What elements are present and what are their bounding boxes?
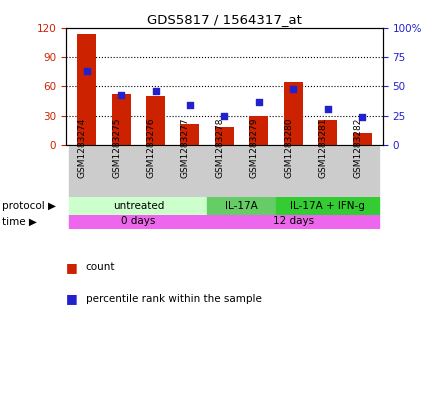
Text: 12 days: 12 days xyxy=(273,217,314,226)
Bar xyxy=(207,145,242,197)
Text: untreated: untreated xyxy=(113,201,164,211)
Text: count: count xyxy=(86,262,115,272)
Bar xyxy=(180,124,199,145)
Bar xyxy=(104,145,138,197)
Bar xyxy=(249,116,268,145)
Bar xyxy=(146,96,165,145)
Point xyxy=(117,92,125,98)
Text: percentile rank within the sample: percentile rank within the sample xyxy=(86,294,262,304)
Point xyxy=(290,86,297,92)
Text: IL-17A + IFN-g: IL-17A + IFN-g xyxy=(290,201,365,211)
Point xyxy=(255,99,262,105)
Bar xyxy=(284,81,303,145)
Bar xyxy=(345,145,379,197)
Point xyxy=(221,113,228,119)
Text: IL-17A: IL-17A xyxy=(225,201,258,211)
Text: GSM1283278: GSM1283278 xyxy=(216,118,224,178)
Bar xyxy=(311,145,345,197)
Title: GDS5817 / 1564317_at: GDS5817 / 1564317_at xyxy=(147,13,302,26)
Bar xyxy=(70,145,104,197)
Bar xyxy=(353,132,372,145)
Text: GSM1283282: GSM1283282 xyxy=(353,118,362,178)
Text: GSM1283274: GSM1283274 xyxy=(78,118,87,178)
Bar xyxy=(215,127,234,145)
Text: GSM1283280: GSM1283280 xyxy=(284,118,293,178)
Bar xyxy=(112,94,131,145)
Text: ■: ■ xyxy=(66,292,78,305)
Text: GSM1283279: GSM1283279 xyxy=(250,118,259,178)
Text: GSM1283275: GSM1283275 xyxy=(112,118,121,178)
Point xyxy=(152,88,159,94)
Text: protocol ▶: protocol ▶ xyxy=(2,201,56,211)
Bar xyxy=(173,145,207,197)
Point xyxy=(187,102,194,108)
Bar xyxy=(77,34,96,145)
Text: time ▶: time ▶ xyxy=(2,217,37,226)
Text: ■: ■ xyxy=(66,261,78,274)
Point xyxy=(83,68,90,74)
Point xyxy=(359,114,366,120)
Text: GSM1283277: GSM1283277 xyxy=(181,118,190,178)
Bar xyxy=(138,145,173,197)
Point xyxy=(324,106,331,112)
Bar xyxy=(242,145,276,197)
Text: 0 days: 0 days xyxy=(121,217,155,226)
Bar xyxy=(318,120,337,145)
Bar xyxy=(276,145,311,197)
Text: GSM1283281: GSM1283281 xyxy=(319,118,328,178)
Text: GSM1283276: GSM1283276 xyxy=(147,118,155,178)
